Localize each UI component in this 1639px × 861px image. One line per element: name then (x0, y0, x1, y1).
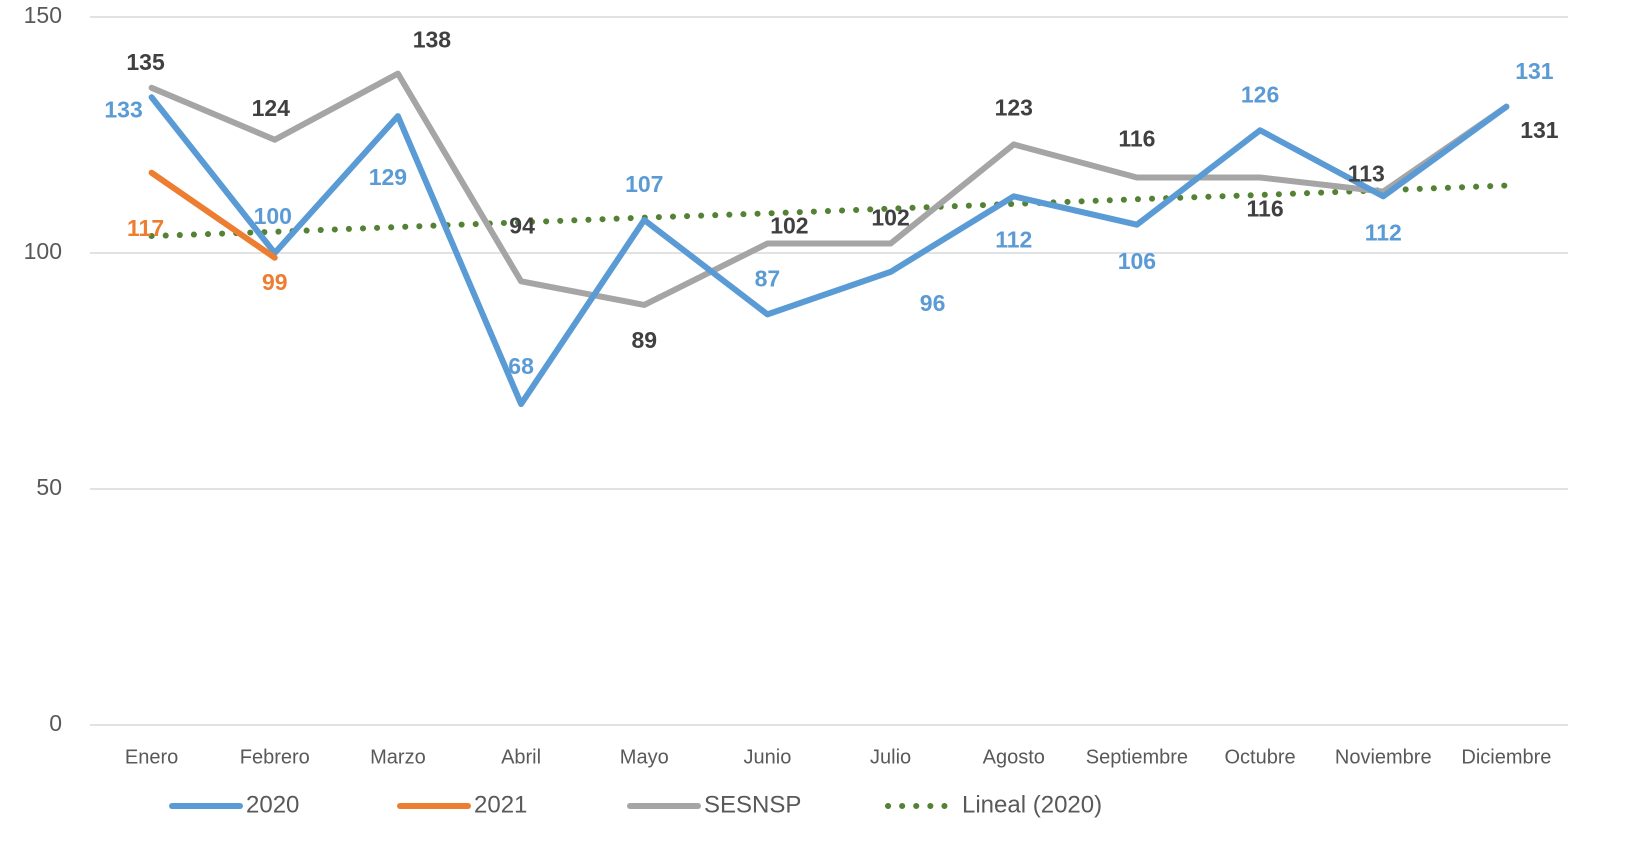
x-tick-label: Diciembre (1461, 746, 1551, 768)
data-label: 124 (252, 95, 291, 121)
legend-label: Lineal (2020) (962, 791, 1102, 818)
data-label: 106 (1118, 248, 1156, 274)
data-label: 87 (755, 265, 781, 291)
data-label: 99 (262, 269, 288, 295)
data-label: 126 (1241, 81, 1279, 107)
data-label: 96 (920, 290, 946, 316)
x-tick-label: Junio (744, 746, 792, 768)
data-label: 112 (1365, 219, 1402, 245)
legend-label: SESNSP (704, 791, 801, 818)
x-tick-label: Mayo (620, 746, 669, 768)
x-tick-label: Febrero (240, 746, 310, 768)
data-label: 131 (1520, 117, 1559, 143)
data-label: 94 (509, 212, 535, 238)
x-tick-label: Octubre (1225, 746, 1296, 768)
x-tick-label: Noviembre (1335, 746, 1432, 768)
data-label: 117 (127, 215, 164, 241)
y-tick-label: 0 (49, 710, 62, 736)
data-label: 102 (770, 213, 808, 239)
data-label: 133 (104, 96, 142, 122)
data-label: 116 (1247, 196, 1284, 222)
x-tick-label: Enero (125, 746, 178, 768)
data-label: 112 (995, 226, 1032, 252)
x-tick-label: Septiembre (1086, 746, 1188, 768)
series-line (148, 70, 1510, 308)
x-tick-label: Julio (870, 746, 911, 768)
x-tick-label: Agosto (983, 746, 1045, 768)
data-label: 129 (369, 164, 407, 190)
data-label: 131 (1515, 58, 1554, 84)
data-label: 138 (413, 27, 452, 53)
data-label: 89 (631, 327, 657, 353)
x-tick-label: Marzo (370, 746, 426, 768)
data-label: 68 (508, 353, 534, 379)
y-tick-label: 150 (24, 2, 62, 28)
data-label: 135 (126, 49, 165, 75)
series-line (148, 94, 1510, 408)
data-label: 113 (1348, 161, 1385, 187)
x-tick-label: Abril (501, 746, 541, 768)
data-label: 123 (995, 95, 1033, 121)
series-line (148, 169, 278, 261)
data-label: 116 (1118, 126, 1155, 152)
series-line (148, 182, 1510, 240)
y-tick-label: 50 (36, 474, 62, 500)
legend-label: 2020 (246, 791, 299, 818)
data-label: 102 (871, 205, 909, 231)
legend-label: 2021 (474, 791, 527, 818)
data-label: 107 (625, 171, 663, 197)
y-tick-label: 100 (24, 238, 62, 264)
data-label: 100 (254, 203, 292, 229)
